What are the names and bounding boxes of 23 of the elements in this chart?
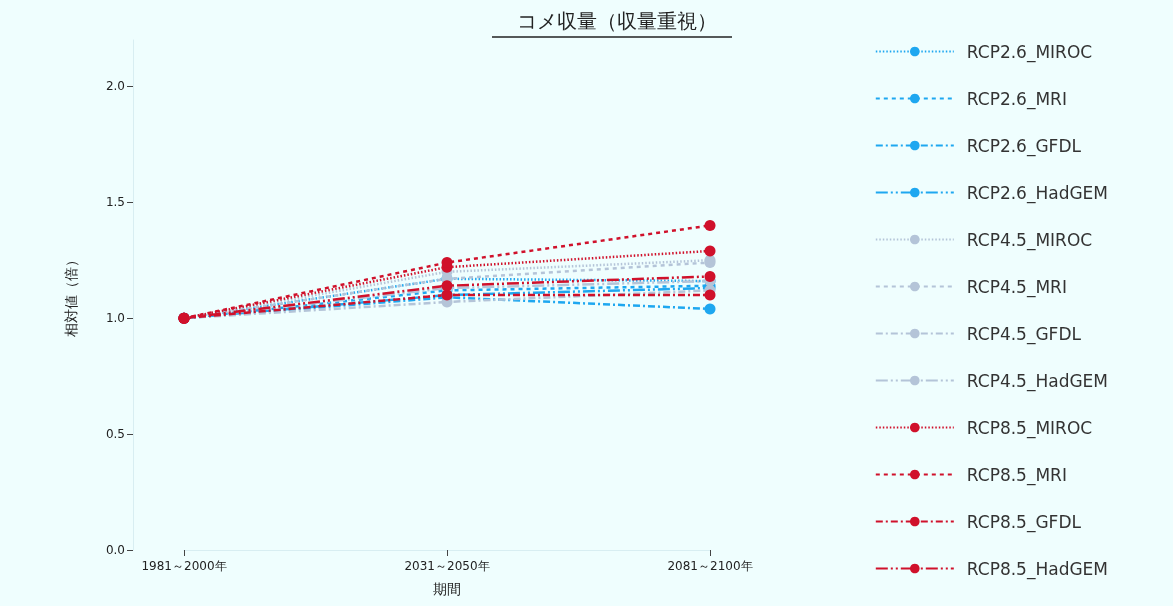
y-axis-title: 相対値（倍） <box>63 253 79 337</box>
x-tick-label: 2031～2050年 <box>404 559 490 573</box>
y-tick-label: 1.5 <box>105 195 125 210</box>
legend-label: RCP4.5_HadGEM <box>966 370 1109 392</box>
legend-label: RCP2.6_GFDL <box>966 135 1082 157</box>
x-axis-title: 期間 <box>433 581 461 597</box>
legend-label: RCP8.5_MRI <box>966 464 1067 486</box>
x-tick-label: 2081～2100年 <box>667 559 753 573</box>
legend-label: RCP2.6_MRI <box>966 88 1067 110</box>
chart-title: コメ収量（収量重視） <box>517 9 717 33</box>
y-tick-label: 0.5 <box>105 427 125 442</box>
legend-label: RCP8.5_HadGEM <box>966 558 1109 580</box>
legend-label: RCP4.5_MIROC <box>966 229 1093 251</box>
legend-label: RCP2.6_MIROC <box>966 41 1093 63</box>
y-tick-label: 0.0 <box>105 543 125 557</box>
legend-label: RCP8.5_GFDL <box>966 511 1082 533</box>
legend-label: RCP8.5_MIROC <box>966 417 1093 439</box>
legend-label: RCP4.5_MRI <box>966 276 1067 298</box>
legend-label: RCP4.5_GFDL <box>966 323 1082 345</box>
x-tick-label: 1981～2000年 <box>141 559 227 573</box>
y-tick-label: 2.0 <box>105 79 125 94</box>
legend-label: RCP2.6_HadGEM <box>966 182 1109 204</box>
y-tick-label: 1.0 <box>105 311 125 326</box>
